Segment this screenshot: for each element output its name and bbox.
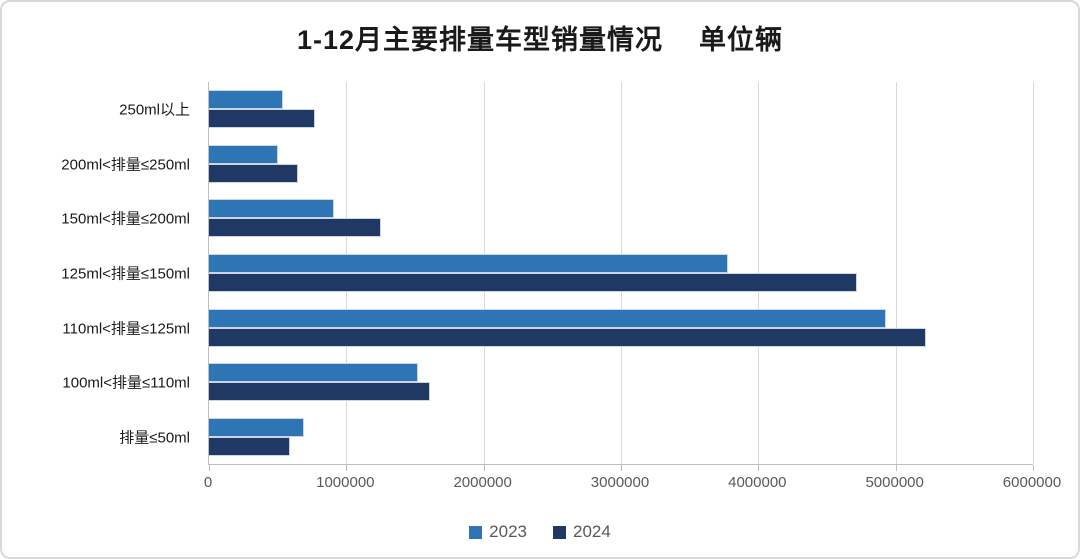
bar-2024: [209, 273, 857, 292]
legend-label: 2024: [573, 522, 611, 541]
x-axis-tick-label: 5000000: [865, 474, 924, 491]
legend-label: 2023: [489, 522, 527, 541]
bar-2023: [209, 90, 283, 110]
x-axis-tick-label: 2000000: [453, 474, 512, 491]
bar-2023: [209, 363, 418, 383]
legend-swatch-icon-2024: [553, 525, 566, 539]
chart-title: 1-12月主要排量车型销量情况: [296, 25, 664, 55]
axis-tick: [621, 465, 622, 471]
chart-unit-label: 单位辆: [699, 25, 784, 55]
category-label: 110ml<排量≤125ml: [62, 320, 190, 338]
bar-2024: [209, 436, 290, 456]
axis-tick: [209, 465, 210, 471]
category-label: 125ml<排量≤150ml: [61, 265, 190, 283]
bar-2024: [209, 327, 926, 347]
category-label: 150ml<排量≤200ml: [61, 210, 190, 228]
gridline: [1033, 82, 1034, 464]
axis-tick: [346, 465, 348, 471]
bar-2023: [209, 417, 304, 437]
value-axis-labels: 0 1000000 2000000 3000000 4000000 5000000 6000…: [204, 474, 1061, 494]
category-axis-labels: 250ml以上 200ml<排量≤250ml 150ml<排量≤200ml 125ml…: [2, 82, 190, 464]
legend: 2023 2024: [2, 522, 1078, 542]
x-axis-tick-label: 0: [203, 474, 213, 491]
chart-title-row: 1-12月主要排量车型销量情况 单位辆: [2, 18, 1078, 57]
axis-tick: [758, 465, 760, 471]
gridline: [895, 82, 897, 464]
x-axis-tick-label: 1000000: [316, 474, 375, 491]
legend-item-2023: 2023: [469, 522, 527, 542]
x-axis-tick-label: 3000000: [590, 474, 650, 491]
bar-2024: [209, 109, 315, 129]
category-label: 排量≤50ml: [119, 429, 190, 447]
x-axis-tick-label: 6000000: [1002, 474, 1062, 491]
bar-2023: [209, 254, 728, 273]
axis-tick: [1033, 465, 1034, 471]
bar-2023: [209, 308, 886, 328]
legend-item-2024: 2024: [553, 522, 611, 542]
axis-tick: [895, 465, 897, 471]
legend-swatch-icon-2023: [469, 525, 483, 539]
category-label: 100ml<排量≤110ml: [62, 374, 190, 392]
x-axis-tick-label: 4000000: [728, 474, 787, 491]
category-label: 200ml<排量≤250ml: [61, 156, 190, 174]
plot-area: [208, 82, 1034, 471]
bar-2024: [209, 382, 430, 402]
bar-2024: [209, 218, 381, 238]
bar-2024: [209, 163, 298, 183]
bar-2023: [209, 199, 334, 219]
bar-2023: [209, 144, 278, 164]
axis-tick: [483, 465, 485, 471]
category-label: 250ml以上: [119, 101, 190, 119]
